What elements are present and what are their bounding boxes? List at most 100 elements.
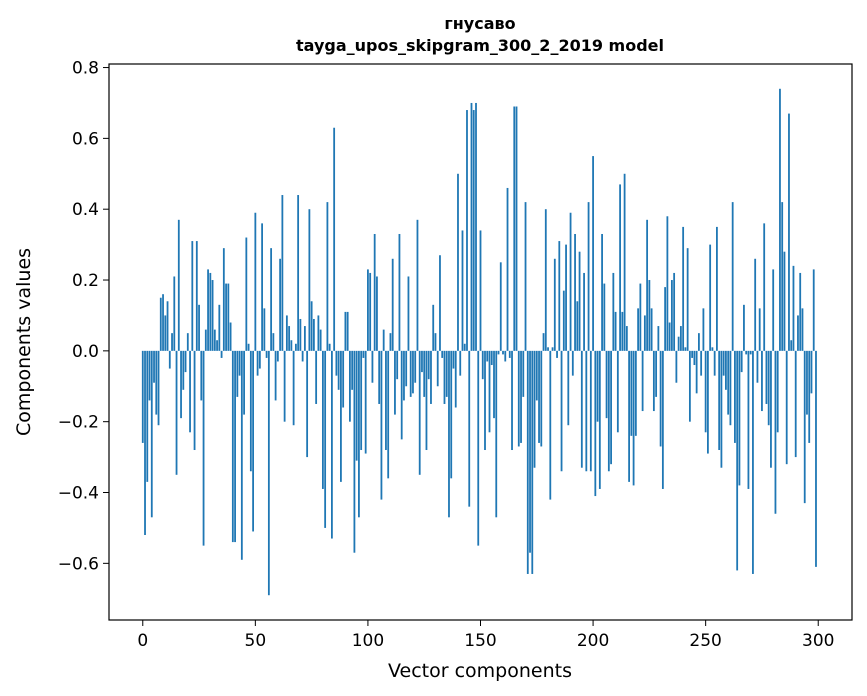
bar-130	[434, 333, 437, 351]
bar-122	[416, 219, 419, 351]
bar-281	[774, 350, 777, 514]
bar-293	[801, 308, 804, 351]
bar-55	[265, 350, 268, 358]
bar-24	[195, 241, 198, 351]
bar-233	[666, 216, 669, 351]
chart-title: гнусаво	[444, 14, 515, 33]
bar-79	[319, 329, 322, 351]
y-tick-label: 0.8	[72, 59, 99, 79]
bar-186	[560, 350, 563, 472]
bar-86	[335, 350, 338, 376]
bar-127	[427, 350, 430, 380]
bar-145	[468, 350, 471, 507]
bar-103	[373, 233, 376, 351]
bar-104	[376, 276, 378, 351]
bar-46	[245, 237, 248, 351]
bar-105	[378, 350, 381, 404]
bar-169	[522, 350, 525, 397]
bar-69	[297, 195, 300, 351]
bar-39	[229, 322, 232, 351]
bar-155	[490, 350, 493, 366]
bar-62	[281, 195, 284, 351]
bar-254	[713, 350, 716, 376]
bar-23	[193, 350, 196, 451]
bar-195	[580, 350, 583, 468]
bar-251	[707, 350, 709, 454]
bar-178	[542, 333, 545, 351]
bar-72	[303, 326, 306, 351]
bar-211	[616, 350, 619, 433]
bar-107	[382, 329, 385, 351]
bar-270	[749, 350, 752, 355]
bar-197	[585, 350, 588, 472]
bar-0	[141, 350, 144, 443]
bar-171	[526, 350, 529, 574]
bar-249	[702, 308, 705, 351]
bar-44	[240, 350, 243, 560]
bar-113	[396, 350, 399, 380]
bar-192	[574, 233, 576, 351]
bar-255	[716, 226, 718, 351]
x-tick-label: 50	[245, 631, 267, 651]
bar-205	[603, 283, 606, 351]
bar-82	[326, 202, 329, 351]
bar-109	[387, 350, 390, 479]
bar-78	[317, 315, 320, 351]
bar-201	[594, 350, 597, 497]
bar-259	[725, 350, 727, 390]
bar-143	[463, 343, 466, 351]
bar-224	[646, 219, 649, 351]
bar-247	[698, 333, 700, 351]
bar-282	[776, 350, 779, 433]
bar-196	[583, 272, 585, 351]
bar-191	[571, 350, 574, 376]
y-axis-label: Components values	[13, 248, 35, 436]
bar-289	[792, 265, 795, 351]
bar-290	[794, 350, 797, 458]
bar-235	[670, 280, 673, 351]
bar-264	[736, 350, 739, 571]
bar-118	[407, 276, 410, 351]
bar-116	[403, 350, 405, 401]
bar-6	[155, 350, 158, 415]
bar-135	[445, 350, 448, 397]
bar-20	[186, 333, 189, 351]
bar-74	[308, 209, 311, 351]
bar-154	[488, 350, 491, 433]
bar-241	[684, 347, 687, 351]
bar-157	[495, 350, 498, 518]
bar-94	[353, 350, 356, 553]
bar-26	[200, 350, 203, 401]
bar-129	[432, 304, 435, 351]
bar-134	[443, 350, 446, 404]
bar-40	[231, 350, 234, 543]
bar-45	[243, 350, 245, 415]
bar-165	[513, 106, 516, 351]
bar-180	[547, 347, 549, 351]
bar-56	[267, 350, 270, 596]
bar-51	[256, 350, 259, 376]
y-tick-label: 0.4	[72, 200, 99, 220]
bar-11	[166, 301, 169, 351]
bar-176	[538, 350, 540, 443]
bar-298	[812, 269, 815, 351]
bar-119	[409, 350, 412, 397]
bar-266	[740, 350, 743, 373]
bar-182	[551, 347, 554, 351]
bar-61	[279, 258, 282, 351]
bar-59	[274, 350, 277, 401]
bar-7	[157, 350, 160, 426]
bar-89	[342, 350, 345, 408]
bar-246	[695, 350, 698, 394]
bar-240	[682, 226, 685, 351]
bar-188	[565, 244, 567, 351]
bar-142	[461, 230, 464, 351]
bar-54	[263, 308, 266, 351]
bar-216	[628, 350, 630, 482]
bar-68	[294, 343, 297, 351]
bar-285	[783, 251, 786, 351]
bar-95	[355, 350, 358, 461]
bar-149	[477, 350, 480, 546]
bar-100	[367, 269, 369, 351]
bar-90	[344, 311, 347, 351]
